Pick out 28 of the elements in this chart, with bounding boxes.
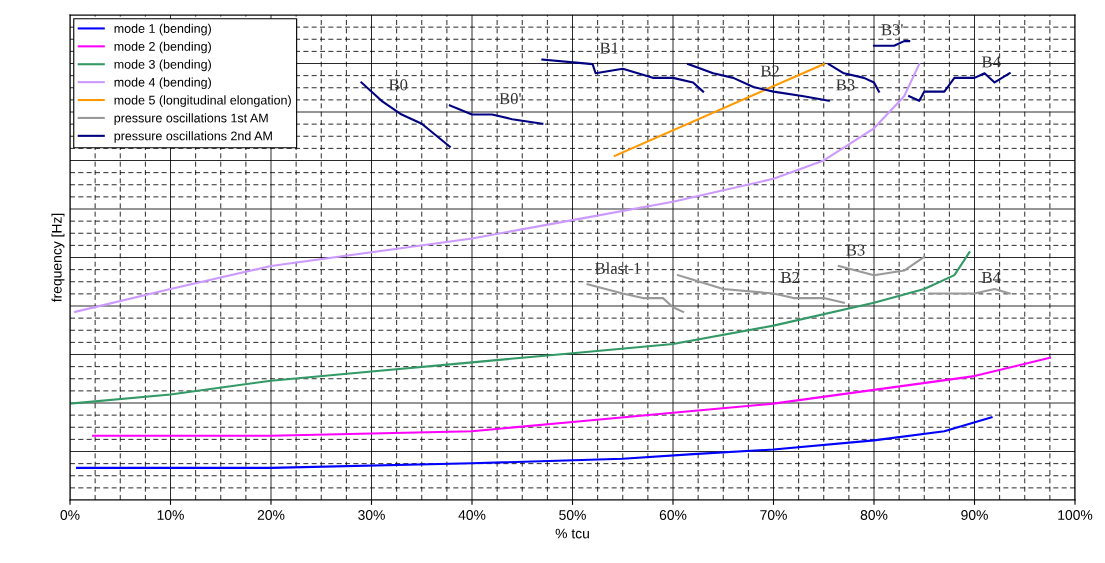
y-axis-title: frequency [Hz] bbox=[51, 213, 65, 303]
annotation: B1 bbox=[600, 42, 618, 54]
x-axis-title: % tcu bbox=[555, 528, 589, 539]
x-tick-label: 90% bbox=[961, 510, 988, 520]
legend-label: mode 2 (bending) bbox=[114, 41, 211, 54]
x-tick-label: 0% bbox=[60, 510, 80, 520]
x-tick-label: 40% bbox=[458, 510, 486, 520]
annotation: B4 bbox=[981, 272, 1001, 284]
annotation: B0' bbox=[499, 92, 521, 105]
x-tick-label: 50% bbox=[559, 510, 586, 520]
annotation: B3' bbox=[881, 24, 903, 36]
x-tick-label: 80% bbox=[860, 510, 888, 520]
legend-label: mode 4 (bending) bbox=[114, 77, 211, 90]
x-tick-label: 20% bbox=[257, 510, 285, 520]
annotation: B2 bbox=[780, 271, 799, 284]
legend-label: pressure oscillations 1st AM bbox=[114, 113, 268, 125]
x-tick-label: 30% bbox=[358, 510, 385, 520]
annotation: B0 bbox=[388, 79, 408, 91]
legend-label: pressure oscillations 2nd AM bbox=[114, 131, 272, 143]
legend-label: mode 1 (bending) bbox=[114, 23, 211, 36]
x-tick-label: 70% bbox=[760, 510, 787, 520]
x-tick-label: 60% bbox=[659, 510, 687, 520]
annotation: B3 bbox=[836, 79, 855, 91]
legend-label: mode 3 (bending) bbox=[114, 59, 211, 72]
annotation: B3 bbox=[846, 244, 865, 256]
legend-label: mode 5 (longitudinal elongation) bbox=[114, 95, 291, 108]
x-tick-label: 100% bbox=[1058, 510, 1093, 520]
x-tick-label: 10% bbox=[157, 510, 184, 520]
